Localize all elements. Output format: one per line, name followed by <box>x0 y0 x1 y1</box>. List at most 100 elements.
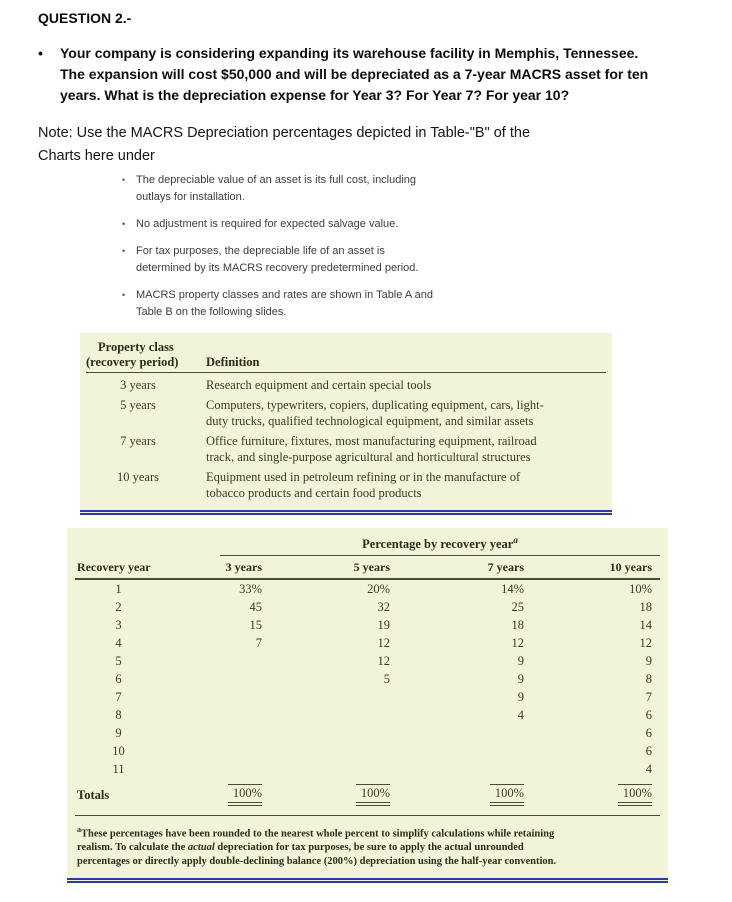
value-cell <box>220 652 270 670</box>
table-row: 4 7 12 12 12 <box>75 634 660 652</box>
table-row: 2 45 32 25 18 <box>75 598 660 616</box>
bullet-icon: • <box>122 219 126 229</box>
value-cell: 9 <box>517 653 524 668</box>
question-bullet: • Your company is considering expanding … <box>38 43 732 106</box>
value-cell: 7 <box>645 689 652 704</box>
definition-cell: Computers, typewriters, copiers, duplica… <box>206 398 544 428</box>
list-item-text: The depreciable value of an asset is its… <box>136 174 417 203</box>
footnote-italic-word: actual <box>187 842 215 854</box>
table-a-header-definition: Definition <box>206 355 260 369</box>
bullet-icon: • <box>122 290 126 300</box>
table-row: 8 4 6 <box>75 706 660 724</box>
value-cell: 5 <box>383 671 390 686</box>
value-cell: 12 <box>377 653 391 668</box>
value-cell <box>270 688 398 706</box>
total-value: 100% <box>356 784 390 807</box>
year-cell: 9 <box>115 725 122 740</box>
bullet-icon: • <box>122 175 126 185</box>
footnote-superscript: a <box>77 825 81 835</box>
value-cell: 18 <box>511 617 525 632</box>
table-row: 3 years Research equipment and certain sp… <box>86 377 606 393</box>
totals-cell: 100% <box>398 778 532 810</box>
value-cell <box>220 706 270 724</box>
table-b-macrs-percentages: Percentage by recovery yeara Recovery ye… <box>67 528 668 884</box>
year-cell: 1 <box>115 581 122 596</box>
period-cell: 5 years <box>120 398 156 412</box>
value-cell: 32 <box>377 599 391 614</box>
value-cell: 4 <box>517 707 524 722</box>
value-cell: 33% <box>239 581 262 596</box>
bullet-icon: • <box>38 45 43 61</box>
period-cell: 3 years <box>120 378 156 392</box>
value-cell: 25 <box>511 599 525 614</box>
value-cell: 12 <box>511 635 525 650</box>
value-cell <box>220 760 270 778</box>
table-b-body: 1 33% 20% 14% 10% 2 45 32 25 18 3 15 19 18 14 4 7 12 12 12 5… <box>75 579 660 810</box>
table-row: 10 years Equipment used in petroleum refi… <box>86 469 606 501</box>
value-cell: 6 <box>645 725 652 740</box>
totals-cell: 100% <box>220 778 270 810</box>
period-cell: 10 years <box>117 470 159 484</box>
table-row: 5 years Computers, typewriters, copiers, … <box>86 397 606 429</box>
value-cell <box>220 742 270 760</box>
year-cell: 4 <box>115 635 122 650</box>
table-b-span-header: Percentage by recovery yeara <box>220 535 660 557</box>
column-header: 5 years <box>270 556 398 581</box>
totals-cell: 100% <box>532 778 660 810</box>
value-cell <box>398 724 532 742</box>
value-cell: 45 <box>249 599 263 614</box>
value-cell <box>270 760 398 778</box>
table-row: 7 9 7 <box>75 688 660 706</box>
table-a-body: 3 years Research equipment and certain sp… <box>86 377 606 501</box>
page-title: QUESTION 2.- <box>38 10 132 26</box>
table-b-header-row: Recovery year 3 years 5 years 7 years 10 yea… <box>75 556 660 581</box>
totals-label: Totals <box>77 787 110 802</box>
value-cell <box>270 706 398 724</box>
value-cell: 9 <box>645 653 652 668</box>
column-header: Recovery year <box>75 556 220 581</box>
table-row: 6 5 9 8 <box>75 670 660 688</box>
table-row: 3 15 19 18 14 <box>75 616 660 634</box>
bullet-icon: • <box>122 246 126 256</box>
list-item-text: No adjustment is required for expected s… <box>136 218 399 230</box>
year-cell: 7 <box>115 689 122 704</box>
list-item: • The depreciable value of an asset is it… <box>122 172 482 206</box>
value-cell <box>398 760 532 778</box>
table-b-divider-rule <box>75 815 660 817</box>
totals-cell: 100% <box>270 778 398 810</box>
question-text: Your company is considering expanding it… <box>60 45 649 103</box>
totals-row: Totals 100% 100% 100% 100% <box>75 778 660 810</box>
span-header-superscript: a <box>513 535 518 545</box>
value-cell <box>398 742 532 760</box>
value-cell: 19 <box>377 617 391 632</box>
value-cell: 14 <box>639 617 653 632</box>
year-cell: 11 <box>112 761 125 776</box>
value-cell: 15 <box>249 617 263 632</box>
year-cell: 8 <box>115 707 122 722</box>
definition-cell: Equipment used in petroleum refining or … <box>206 470 521 500</box>
year-cell: 5 <box>115 653 122 668</box>
table-a-property-class: Property class (recovery period) Definit… <box>80 333 612 515</box>
column-header: 7 years <box>398 556 532 581</box>
value-cell: 6 <box>645 743 652 758</box>
year-cell: 10 <box>112 743 125 758</box>
value-cell: 12 <box>377 635 391 650</box>
value-cell: 12 <box>639 635 653 650</box>
year-cell: 3 <box>115 617 122 632</box>
value-cell: 9 <box>517 671 524 686</box>
value-cell: 6 <box>645 707 652 722</box>
macrs-bullet-list: • The depreciable value of an asset is it… <box>122 172 482 321</box>
table-a-header: Property class (recovery period) Definit… <box>86 340 606 373</box>
year-cell: 2 <box>115 599 122 614</box>
total-value: 100% <box>618 784 652 807</box>
list-item: • MACRS property classes and rates are sh… <box>122 287 482 321</box>
column-header: 3 years <box>220 556 270 581</box>
table-b-grid: Recovery year 3 years 5 years 7 years 10 yea… <box>75 556 660 810</box>
definition-cell: Office furniture, fixtures, most manufac… <box>206 434 537 464</box>
value-cell: 4 <box>645 761 652 776</box>
value-cell: 14% <box>501 581 524 596</box>
column-header: 10 years <box>532 556 660 581</box>
list-item-text: MACRS property classes and rates are sho… <box>136 289 433 318</box>
